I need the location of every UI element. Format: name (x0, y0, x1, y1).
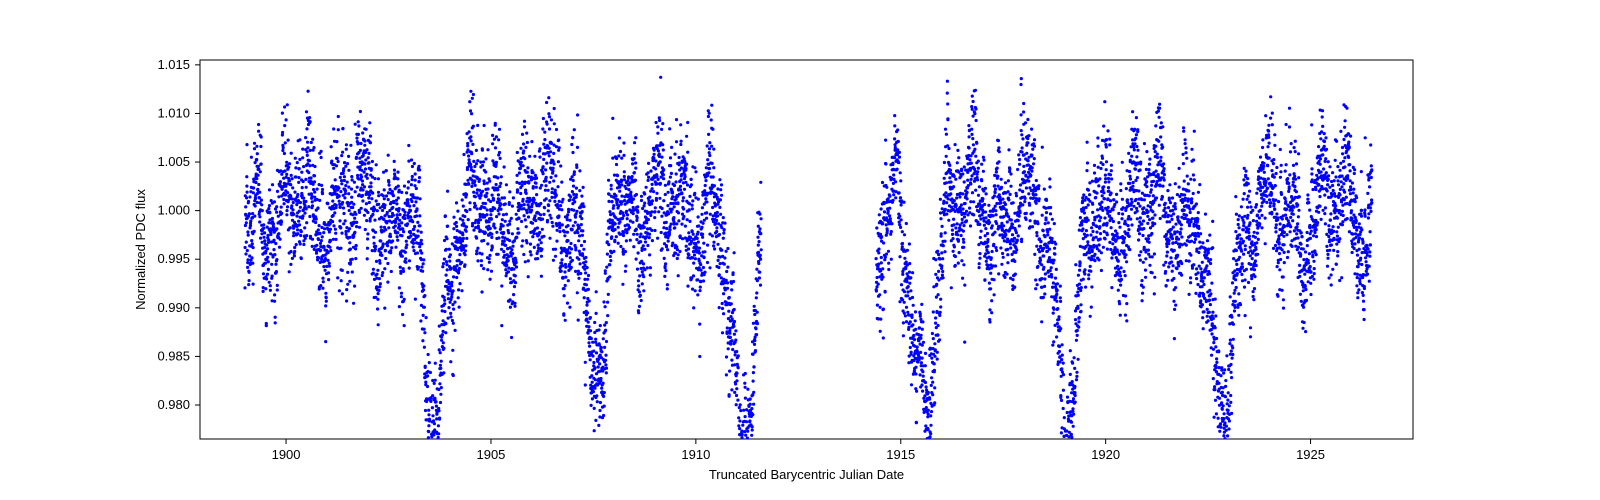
ytick-label: 0.995 (157, 251, 190, 266)
ytick-label: 0.990 (157, 300, 190, 315)
xtick-label: 1915 (886, 447, 915, 462)
light-curve-chart: 1900 1905 1910 1915 1920 1925 0.980 0.985 0.990 0… (0, 0, 1600, 500)
ytick-label: 1.005 (157, 154, 190, 169)
chart-svg: 1900 1905 1910 1915 1920 1925 0.980 0.985 0.990 0… (0, 0, 1600, 500)
xtick-label: 1920 (1091, 447, 1120, 462)
xtick-label: 1925 (1296, 447, 1325, 462)
ytick-label: 1.015 (157, 57, 190, 72)
ytick-label: 0.980 (157, 397, 190, 412)
ytick-label: 1.000 (157, 203, 190, 218)
x-axis-label: Truncated Barycentric Julian Date (709, 467, 904, 482)
ytick-label: 1.010 (157, 105, 190, 120)
y-axis-label: Normalized PDC flux (133, 189, 148, 310)
ytick-label: 0.985 (157, 348, 190, 363)
xtick-label: 1910 (681, 447, 710, 462)
xtick-label: 1905 (476, 447, 505, 462)
xtick-label: 1900 (272, 447, 301, 462)
